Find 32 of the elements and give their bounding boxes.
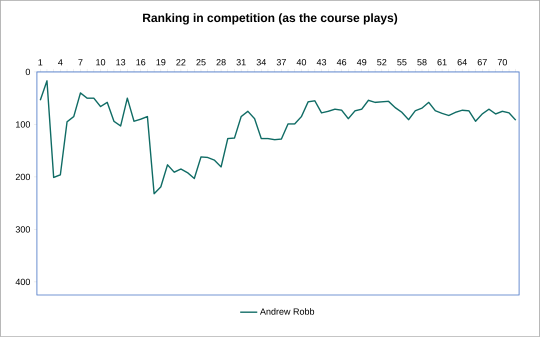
x-tick-label: 52 [377,59,386,66]
x-tick-label: 43 [316,59,326,66]
x-tick-label: 16 [136,59,146,66]
y-tick-label: 400 [16,278,30,286]
x-tick-label: 49 [356,59,366,66]
y-tick-label: 300 [16,226,30,233]
x-tick-label: 22 [176,59,186,66]
x-tick-label: 4 [58,59,63,66]
x-tick-label: 7 [78,59,82,66]
x-tick-label: 46 [336,59,346,66]
x-tick-label: 64 [458,59,467,66]
y-tick-label: 0 [26,68,30,76]
x-tick-label: 31 [236,59,246,66]
x-tick-label: 1 [38,59,42,66]
x-tick-label: 40 [296,59,306,66]
x-tick-label: 10 [96,59,106,66]
line-series [40,80,516,194]
x-tick-label: 55 [397,59,407,66]
x-tick-label: 34 [256,59,266,66]
x-tick-label: 13 [116,59,126,66]
x-tick-label: 67 [478,59,487,66]
x-tick-label: 58 [417,59,427,66]
y-tick-label: 200 [16,174,30,180]
chart-title: Ranking in competition (as the course plays) [143,13,398,25]
x-tick-label: 70 [498,59,508,66]
x-tick-label: 37 [276,59,286,66]
x-tick-label: 61 [438,59,447,66]
x-tick-label: 28 [216,59,226,66]
y-tick-label: 100 [16,121,30,128]
legend-label: Andrew Robb [260,308,314,315]
x-tick-label: 19 [156,59,166,66]
x-tick-label: 25 [196,59,206,66]
